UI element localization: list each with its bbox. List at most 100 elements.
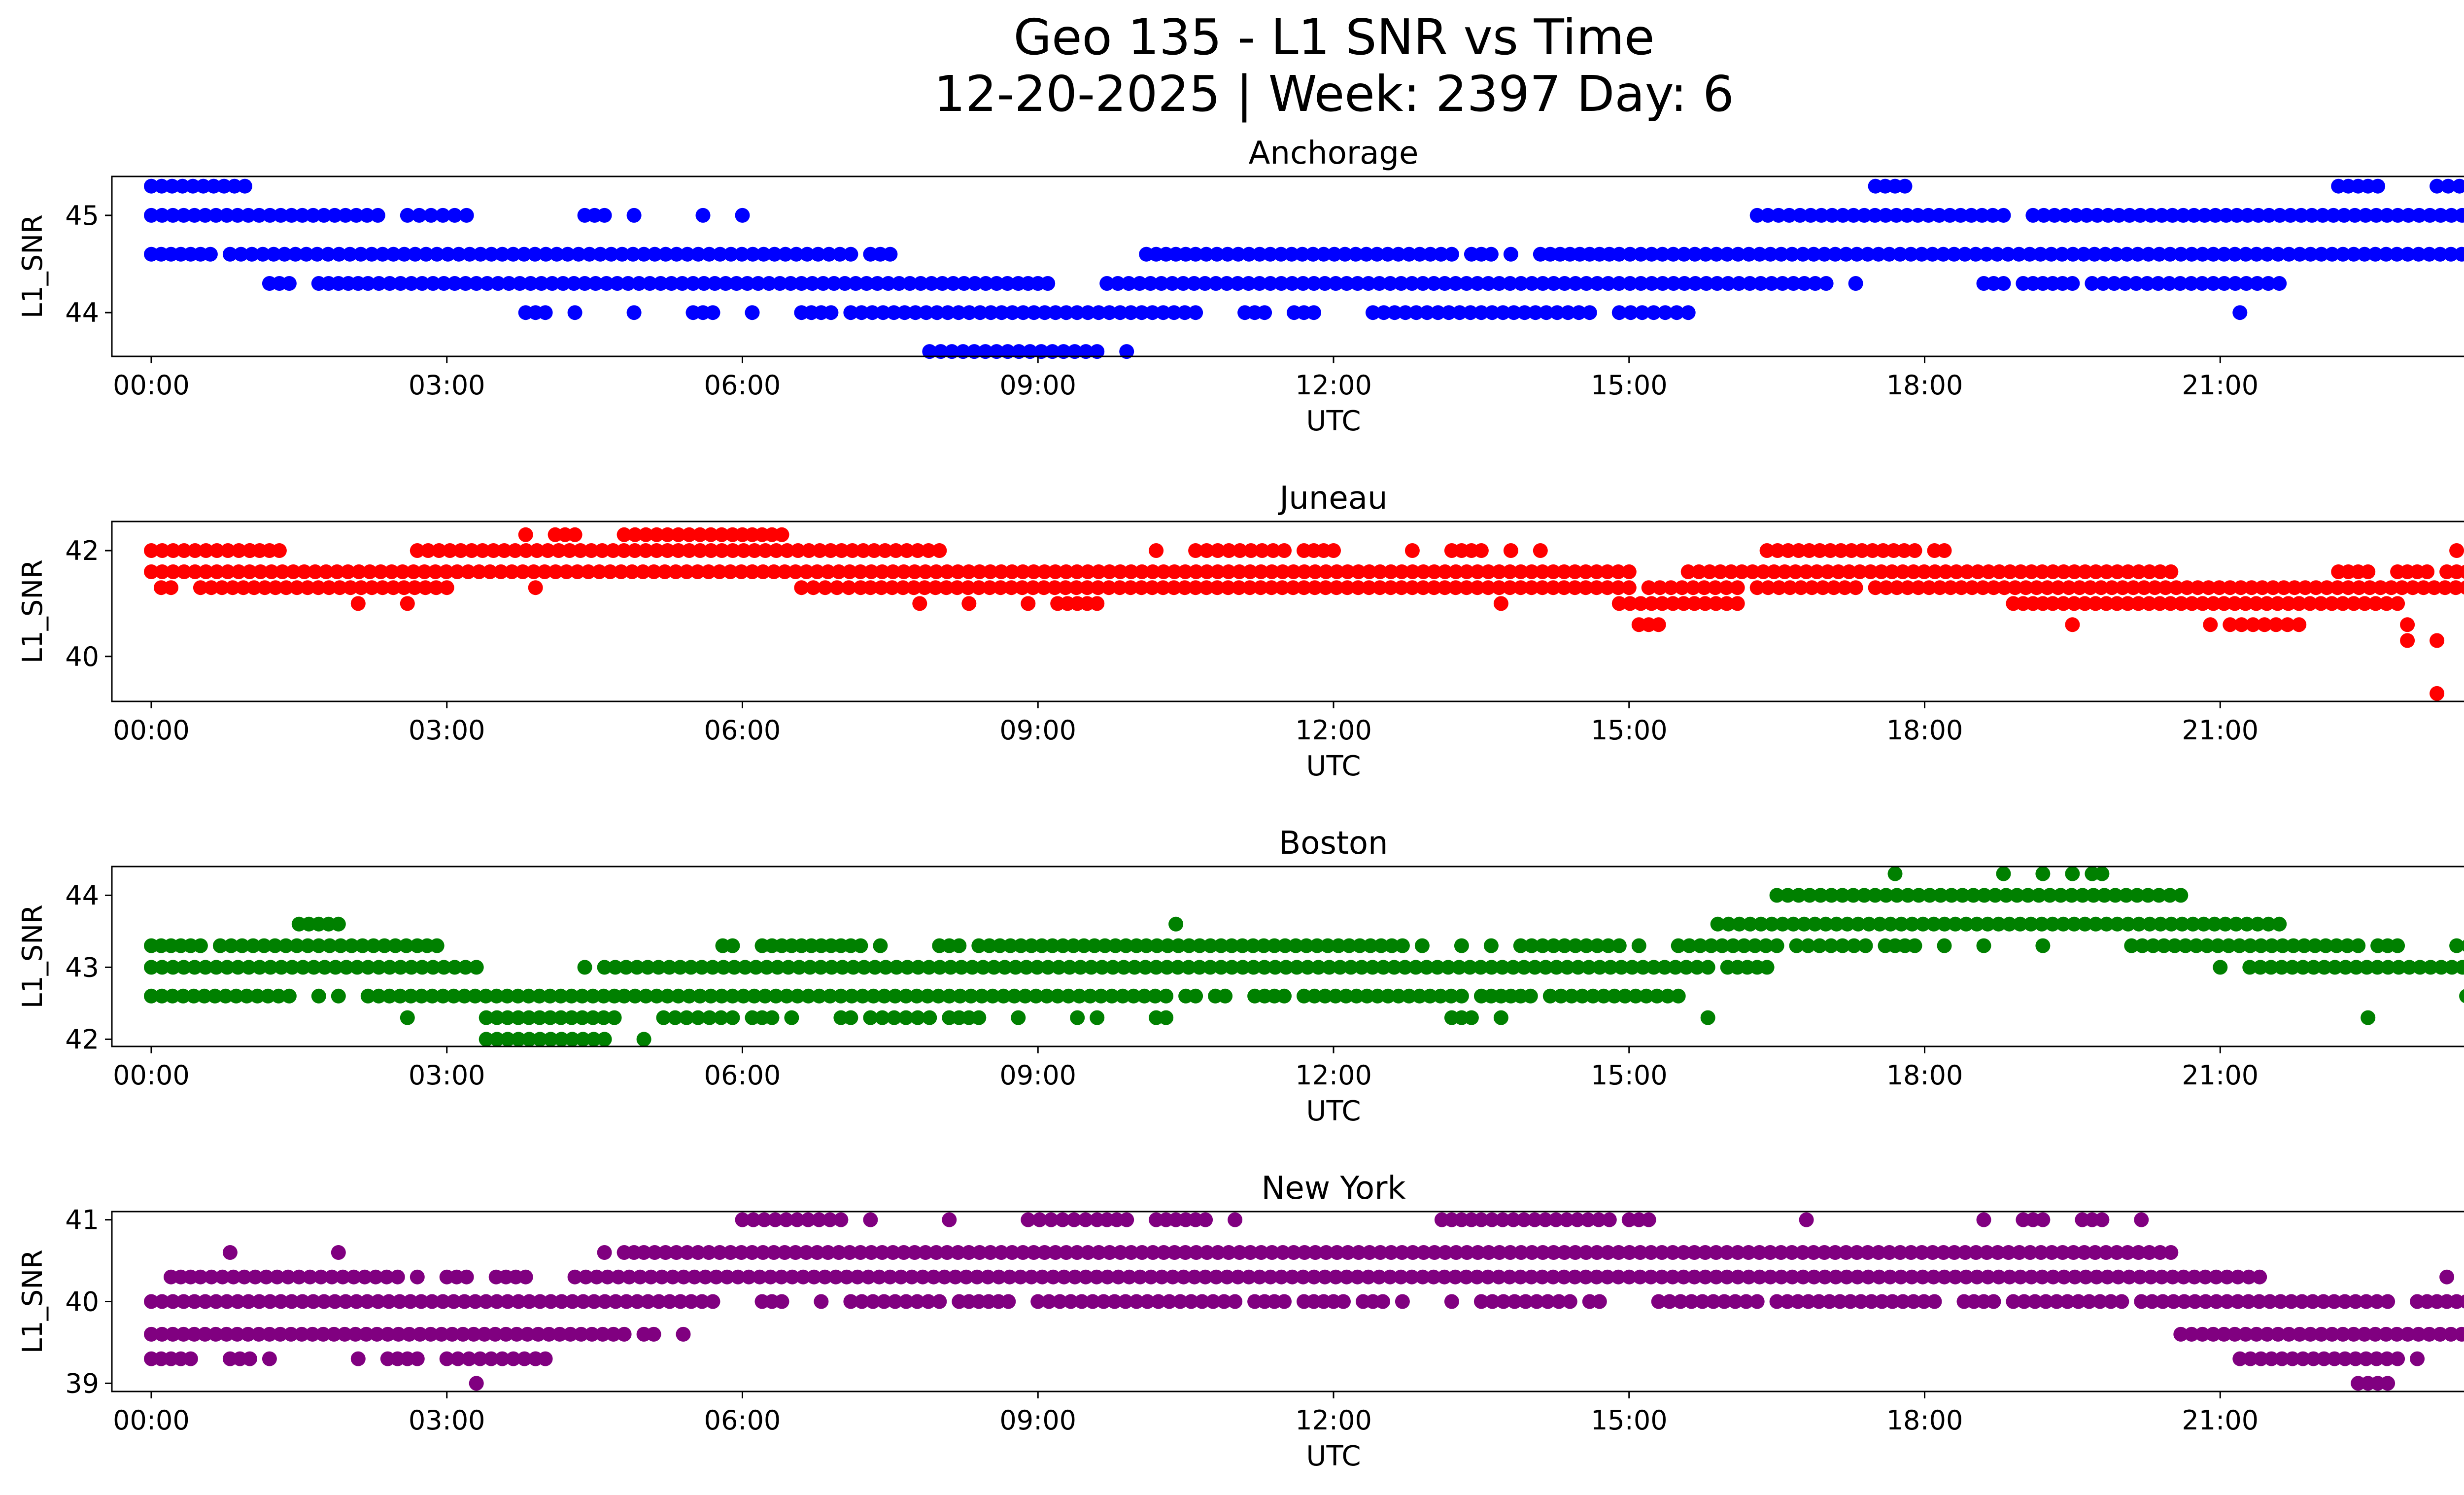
data-point [1546, 938, 1561, 953]
data-point [1134, 580, 1149, 595]
data-point [260, 988, 275, 1004]
data-point [2209, 1269, 2224, 1285]
data-point [946, 276, 961, 291]
data-point [311, 938, 326, 953]
data-point [1243, 543, 1259, 558]
y-tick-label: 41 [65, 1205, 99, 1236]
data-point [2173, 888, 2189, 903]
data-point [274, 960, 289, 975]
data-point [2165, 1269, 2180, 1285]
data-point [1099, 276, 1115, 291]
data-point [1427, 564, 1442, 579]
data-point [1927, 1294, 1942, 1309]
x-tick-label: 21:00 [2182, 370, 2259, 401]
data-point [2078, 1269, 2093, 1285]
data-point [144, 1326, 159, 1342]
data-point [2036, 208, 2052, 223]
data-point [1156, 305, 1171, 320]
data-point [694, 1294, 710, 1309]
data-point [344, 938, 359, 953]
data-point [1004, 580, 1019, 595]
data-point [2066, 916, 2082, 932]
data-point [943, 960, 958, 975]
data-point [259, 1269, 274, 1285]
data-point [165, 178, 180, 194]
data-point [2119, 888, 2134, 903]
data-point [1680, 305, 1696, 320]
data-point [237, 1269, 252, 1285]
data-point [1245, 938, 1261, 953]
data-point [920, 988, 935, 1004]
data-point [529, 543, 545, 558]
data-point [1747, 938, 1763, 953]
data-point [577, 276, 592, 291]
data-point [219, 1326, 234, 1342]
data-point [2042, 888, 2057, 903]
data-point [1427, 1245, 1442, 1260]
data-point [414, 276, 430, 291]
data-point [400, 208, 415, 223]
data-points [144, 866, 2464, 1047]
data-point [811, 246, 826, 262]
data-point [447, 960, 462, 975]
data-point [1538, 1212, 1553, 1227]
data-point [2358, 208, 2373, 223]
data-point [1208, 276, 1224, 291]
data-point [522, 1294, 537, 1309]
data-point [2295, 1351, 2311, 1366]
data-point [1852, 564, 1867, 579]
data-point [219, 960, 235, 975]
data-point [559, 564, 574, 579]
data-point [1113, 305, 1128, 320]
data-point [2184, 596, 2199, 611]
data-point [1611, 1245, 1626, 1260]
data-point [1167, 1245, 1182, 1260]
data-point [1218, 988, 1233, 1004]
data-point [1395, 1245, 1409, 1260]
data-point [2104, 580, 2120, 595]
data-point [553, 1010, 569, 1025]
data-point [2034, 916, 2050, 932]
data-point [431, 543, 446, 558]
data-point [219, 208, 235, 223]
data-point [563, 1326, 578, 1342]
data-point [1839, 1245, 1853, 1260]
data-point [1048, 305, 1063, 320]
data-point [850, 1269, 865, 1285]
data-point [791, 960, 807, 975]
data-point [2346, 596, 2361, 611]
data-point [1372, 276, 1387, 291]
data-point [489, 988, 504, 1004]
data-point [680, 246, 695, 262]
data-point [2390, 596, 2405, 611]
data-point [1090, 1010, 1105, 1025]
data-point [2130, 246, 2145, 262]
data-point [2313, 596, 2328, 611]
data-point [1817, 1269, 1832, 1285]
data-point [1807, 1269, 1821, 1285]
data-point [1601, 938, 1616, 953]
data-point [1897, 543, 1912, 558]
data-point [371, 276, 386, 291]
data-point [1675, 580, 1690, 595]
data-point [1590, 276, 1605, 291]
y-axis-label: L1_SNR [17, 214, 49, 318]
data-point [1524, 564, 1540, 579]
data-point [788, 1245, 803, 1260]
data-point [723, 1245, 738, 1260]
data-point [2389, 1326, 2404, 1342]
data-point [1040, 960, 1056, 975]
data-point [592, 564, 607, 579]
data-point [2348, 1294, 2363, 1309]
data-point [1986, 1294, 2001, 1309]
data-point [1922, 888, 1937, 903]
data-point [2207, 916, 2222, 932]
data-point [1285, 276, 1300, 291]
data-point [1589, 580, 1604, 595]
data-point [1328, 276, 1343, 291]
data-point [1066, 938, 1081, 953]
data-point [350, 596, 366, 611]
data-point [2077, 1245, 2092, 1260]
data-point [193, 938, 208, 953]
data-point [187, 564, 203, 579]
